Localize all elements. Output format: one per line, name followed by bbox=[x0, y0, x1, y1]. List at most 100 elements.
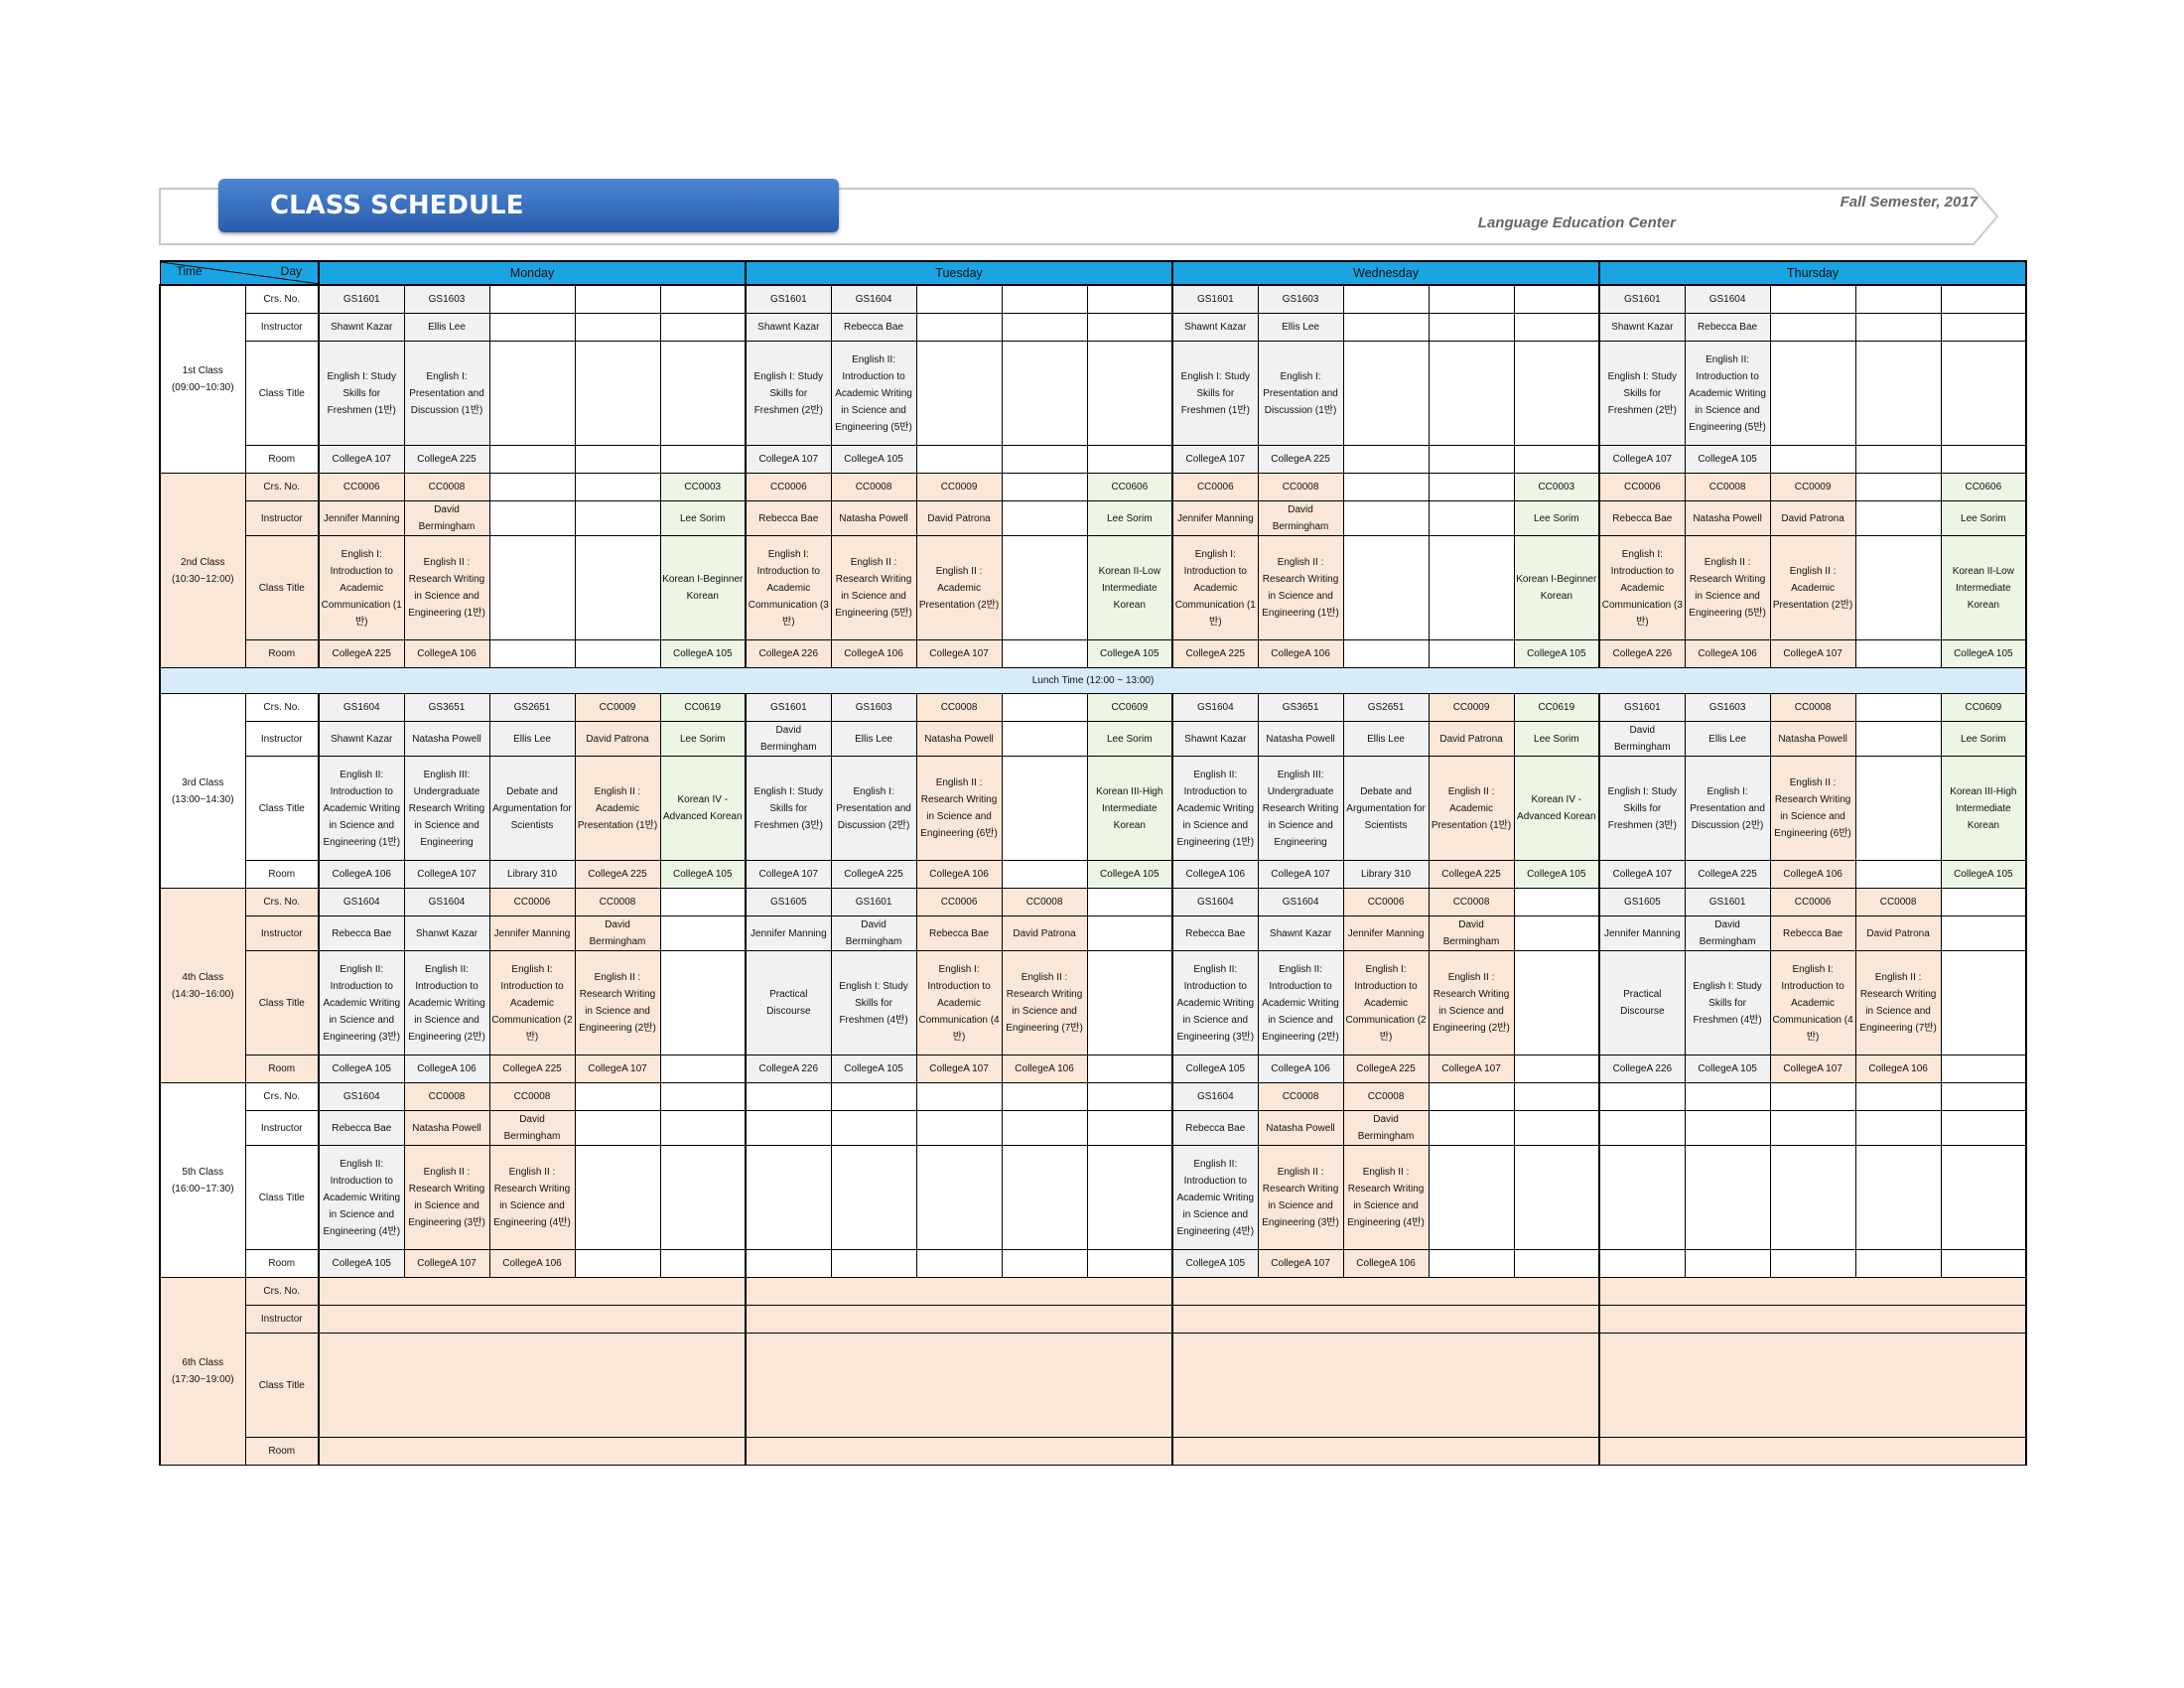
class-title: English II : Academic Presentation (2반) bbox=[1769, 535, 1856, 640]
day-monday: Monday bbox=[317, 260, 747, 286]
room: CollegeA 225 bbox=[403, 445, 490, 474]
empty-cell bbox=[1428, 639, 1515, 668]
empty-cell bbox=[574, 1249, 661, 1278]
empty-cell bbox=[1854, 1249, 1942, 1278]
empty-cell bbox=[1513, 1055, 1600, 1083]
instructor: Ellis Lee bbox=[830, 721, 917, 757]
course-number: CC0609 bbox=[1086, 693, 1173, 722]
room: CollegeA 105 bbox=[1513, 860, 1600, 889]
empty-cell bbox=[915, 1249, 1003, 1278]
empty-cell bbox=[1513, 1249, 1600, 1278]
instructor: Jennifer Manning bbox=[1342, 915, 1430, 951]
empty-cell bbox=[1001, 473, 1088, 501]
instructor: Rebecca Bae bbox=[318, 1110, 405, 1146]
time-header: Time bbox=[176, 264, 203, 278]
course-number-row: 2nd Class (10:30~12:00) Crs. No. CC0006 CC00… bbox=[159, 473, 2028, 668]
empty-cell bbox=[1342, 500, 1430, 536]
empty-cell bbox=[1684, 1110, 1771, 1146]
class-title: English II: Introduction to Academic Wri… bbox=[1257, 950, 1344, 1055]
empty-cell bbox=[1513, 313, 1600, 342]
empty-cell bbox=[1940, 1145, 2028, 1250]
empty-cell bbox=[1854, 445, 1942, 474]
day-thursday: Thursday bbox=[1598, 260, 2028, 286]
course-number: GS1604 bbox=[318, 1082, 405, 1111]
instructor: Lee Sorim bbox=[1940, 721, 2028, 757]
empty-cell bbox=[1854, 341, 1942, 446]
empty-cell bbox=[574, 500, 661, 536]
class-title: English II : Research Writing in Science… bbox=[1684, 535, 1771, 640]
room: CollegeA 225 bbox=[1171, 639, 1259, 668]
course-number: CC0619 bbox=[659, 693, 747, 722]
empty-cell bbox=[488, 341, 576, 446]
empty-day-block bbox=[1598, 1305, 2028, 1334]
day-header: Day bbox=[280, 264, 302, 278]
corner-diagonal bbox=[164, 263, 316, 283]
class-title: English II : Research Writing in Science… bbox=[1428, 950, 1515, 1055]
empty-cell bbox=[574, 535, 661, 640]
empty-day-block bbox=[1171, 1437, 1600, 1466]
instructor: David Patrona bbox=[574, 721, 661, 757]
empty-cell bbox=[1854, 639, 1942, 668]
instructor: Jennifer Manning bbox=[488, 915, 576, 951]
instructor: Jennifer Manning bbox=[745, 915, 832, 951]
empty-cell bbox=[915, 284, 1003, 314]
empty-cell bbox=[1001, 1082, 1088, 1111]
class-schedule-table: Time Day Monday Tuesday Wednesday Thursd… bbox=[158, 260, 2028, 1466]
slot-label: 3rd Class (13:00~14:30) bbox=[159, 693, 246, 889]
course-number: GS3651 bbox=[403, 693, 490, 722]
class-title-row: Class Title English I: Study Skills for F… bbox=[160, 341, 2028, 446]
room: CollegeA 226 bbox=[745, 639, 832, 668]
instructor-row: Instructor Shawnt Kazar Natasha Powell Elli… bbox=[160, 721, 2028, 757]
room: CollegeA 105 bbox=[830, 1055, 917, 1083]
class-title: English II: Introduction to Academic Wri… bbox=[1171, 950, 1259, 1055]
class-title: English I: Introduction to Academic Comm… bbox=[318, 535, 405, 640]
empty-cell bbox=[1513, 284, 1600, 314]
room: CollegeA 106 bbox=[1257, 1055, 1344, 1083]
course-number: CC0008 bbox=[830, 473, 917, 501]
empty-cell bbox=[1769, 445, 1856, 474]
course-number: CC0008 bbox=[1001, 888, 1088, 916]
course-number: GS1601 bbox=[1598, 284, 1686, 314]
room: CollegeA 226 bbox=[1598, 639, 1686, 668]
empty-cell bbox=[1940, 888, 2028, 916]
empty-cell bbox=[659, 341, 747, 446]
slot-label: 1st Class (09:00~10:30) bbox=[159, 284, 246, 474]
empty-cell bbox=[1513, 341, 1600, 446]
class-title: English I: Introduction to Academic Comm… bbox=[745, 535, 832, 640]
empty-cell bbox=[1001, 721, 1088, 757]
course-number: CC0008 bbox=[915, 693, 1003, 722]
instructor: David Bermingham bbox=[1428, 915, 1515, 951]
room: CollegeA 106 bbox=[1684, 639, 1771, 668]
instructor-row: Instructor Rebecca Bae Shanwt Kazar Jennife… bbox=[160, 915, 2028, 951]
instructor: David Bermingham bbox=[1598, 721, 1686, 757]
empty-cell bbox=[1940, 284, 2028, 314]
empty-cell bbox=[1854, 693, 1942, 722]
row-label-crs: Crs. No. bbox=[244, 888, 320, 916]
slot-label: 5th Class (16:00~17:30) bbox=[159, 1082, 246, 1278]
instructor: David Patrona bbox=[1001, 915, 1088, 951]
course-number: GS1601 bbox=[1684, 888, 1771, 916]
instructor: Natasha Powell bbox=[403, 1110, 490, 1146]
empty-cell bbox=[1086, 313, 1173, 342]
room: CollegeA 107 bbox=[915, 639, 1003, 668]
course-number-row: 5th Class (16:00~17:30) Crs. No. GS1604 CC00… bbox=[159, 1082, 2028, 1278]
empty-cell bbox=[1342, 535, 1430, 640]
room: CollegeA 107 bbox=[574, 1055, 661, 1083]
course-number: GS1604 bbox=[318, 888, 405, 916]
class-title: English II : Research Writing in Science… bbox=[830, 535, 917, 640]
room: CollegeA 105 bbox=[830, 445, 917, 474]
class-title: Korean IV - Advanced Korean bbox=[1513, 756, 1600, 861]
empty-cell bbox=[574, 1145, 661, 1250]
empty-cell bbox=[1086, 284, 1173, 314]
room: CollegeA 106 bbox=[1854, 1055, 1942, 1083]
empty-cell bbox=[830, 1145, 917, 1250]
row-label-ins: Instructor bbox=[244, 1110, 320, 1146]
empty-cell bbox=[1940, 1055, 2028, 1083]
class-title: English II: Introduction to Academic Wri… bbox=[1171, 1145, 1259, 1250]
class-title: Debate and Argumentation for Scientists bbox=[1342, 756, 1430, 861]
course-number: CC0008 bbox=[1257, 473, 1344, 501]
empty-cell bbox=[1001, 860, 1088, 889]
empty-day-block bbox=[317, 1437, 747, 1466]
empty-day-block bbox=[1598, 1277, 2028, 1306]
empty-cell bbox=[1001, 500, 1088, 536]
